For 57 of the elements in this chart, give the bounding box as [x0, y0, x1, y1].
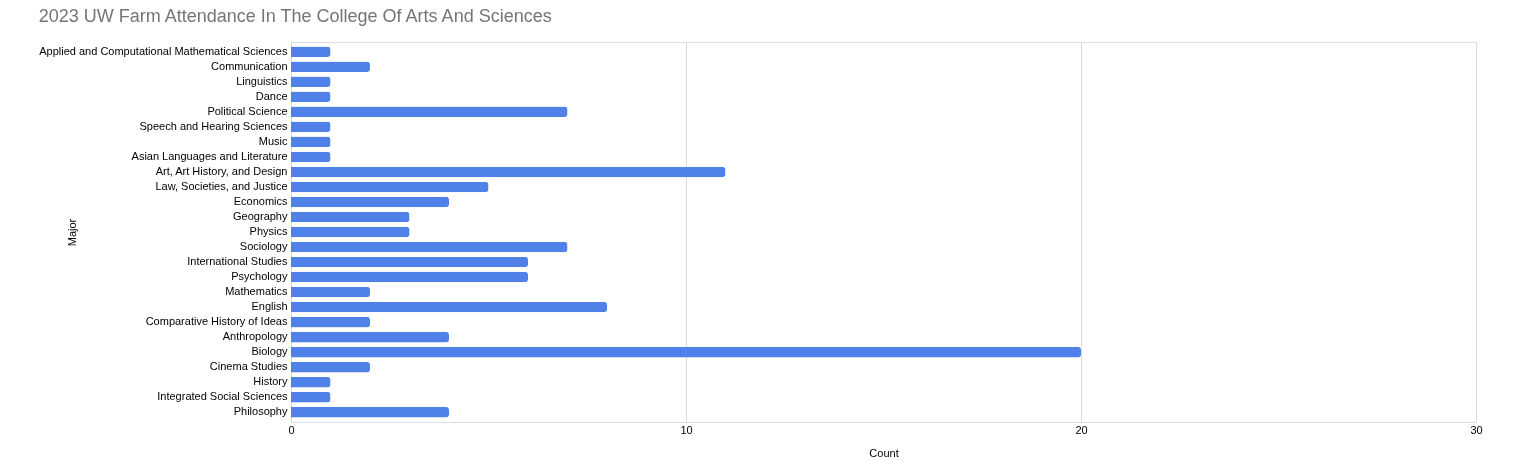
bar	[291, 196, 449, 208]
bar	[291, 46, 331, 58]
y-tick-label: Speech and Hearing Sciences	[139, 119, 288, 132]
y-tick-label: Music	[258, 134, 288, 147]
y-tick-label: Art, Art History, and Design	[155, 164, 288, 177]
y-tick-label: Economics	[233, 194, 288, 207]
bar	[291, 166, 726, 178]
x-tick-label: 30	[1470, 423, 1483, 436]
y-tick-label: History	[253, 375, 288, 388]
y-tick-label: Geography	[233, 209, 288, 222]
x-tick-label: 10	[680, 423, 693, 436]
y-tick-label: Integrated Social Sciences	[157, 390, 288, 403]
bar	[291, 211, 410, 223]
bar	[291, 91, 331, 103]
x-tick-label: 0	[288, 423, 295, 436]
y-tick-label: Comparative History of Ideas	[145, 315, 288, 328]
y-tick-label: Communication	[211, 59, 288, 72]
y-tick-label: English	[251, 300, 288, 313]
bar	[291, 241, 568, 253]
bar	[291, 106, 568, 118]
bar	[291, 406, 449, 418]
y-tick-label: Cinema Studies	[209, 360, 288, 373]
bar	[291, 136, 331, 148]
bar	[291, 346, 1081, 358]
y-tick-label: Sociology	[239, 240, 288, 253]
y-tick-label: Anthropology	[222, 330, 288, 343]
bar	[291, 391, 331, 403]
bar	[291, 271, 528, 283]
y-tick-label: Political Science	[207, 104, 288, 117]
bar	[291, 61, 370, 73]
y-axis-title: Major	[65, 218, 78, 247]
y-tick-label: Law, Societies, and Justice	[155, 179, 288, 192]
y-tick-label: Psychology	[231, 270, 288, 283]
y-tick-label: Philosophy	[233, 405, 288, 418]
y-tick-label: Linguistics	[236, 74, 288, 87]
bar	[291, 151, 331, 163]
y-tick-label: Mathematics	[225, 285, 288, 298]
x-tick-label: 20	[1075, 423, 1088, 436]
bar	[291, 226, 410, 238]
y-tick-label: Dance	[255, 89, 288, 102]
y-tick-label: Applied and Computational Mathematical Sciences	[39, 44, 288, 57]
y-tick-label: Physics	[249, 225, 288, 237]
bar	[291, 256, 528, 268]
y-tick-label: Biology	[251, 345, 288, 358]
bar	[291, 286, 370, 298]
bar	[291, 361, 370, 373]
bar	[291, 316, 370, 328]
bar	[291, 301, 607, 313]
bar	[291, 331, 449, 343]
y-tick-label: International Studies	[187, 255, 288, 268]
bar	[291, 76, 331, 88]
x-axis-title: Count	[869, 446, 899, 459]
bar	[291, 376, 331, 388]
chart-title: 2023 UW Farm Attendance In The College Of Arts And Sciences	[38, 6, 552, 26]
bar	[291, 121, 331, 133]
bar	[291, 181, 489, 193]
y-tick-label: Asian Languages and Literature	[131, 149, 288, 162]
